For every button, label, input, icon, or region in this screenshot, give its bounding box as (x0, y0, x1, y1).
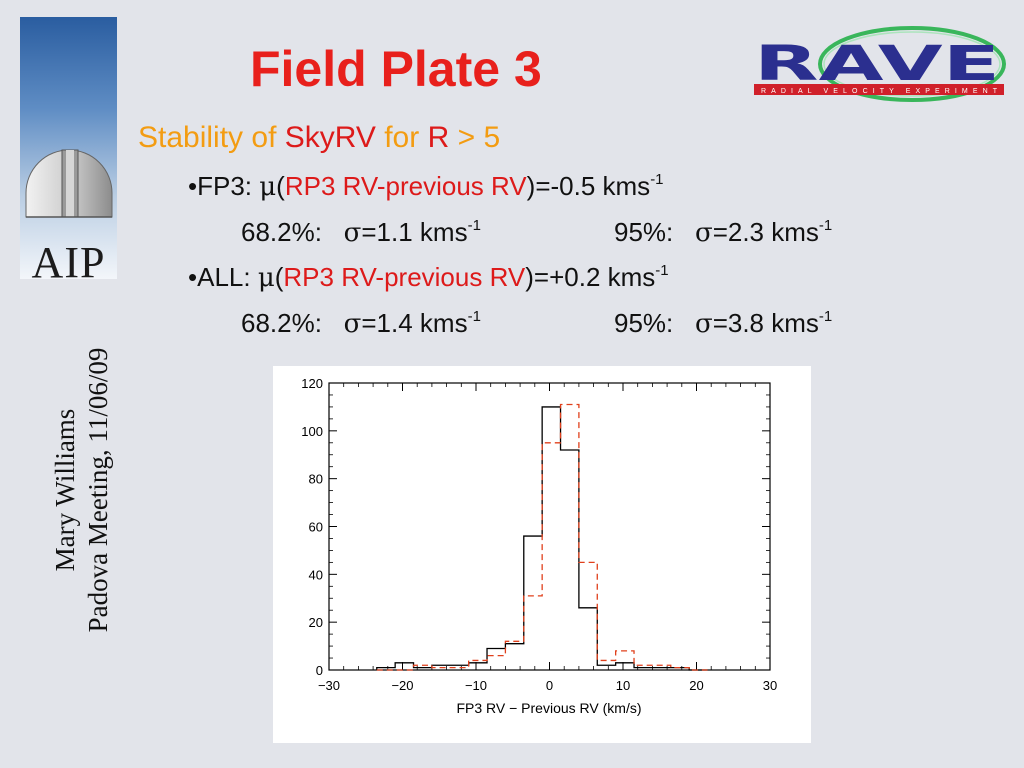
bullet-marker: • (188, 171, 198, 201)
x-tick-label: −20 (391, 678, 413, 693)
histogram-chart: −30 −20 −10 0 10 20 30 0 20 40 60 80 100 120 FP3 RV −… (273, 366, 811, 743)
slide-subtitle: Stability of SkyRV for R > 5 (138, 118, 500, 158)
y-tick-label: 0 (316, 663, 323, 678)
rv-expression: RP3 RV-previous RV (283, 262, 526, 292)
subtitle-text-3: > 5 (449, 121, 501, 154)
histogram-bin-dashed (487, 656, 505, 670)
histogram-series-solid (376, 406, 708, 671)
mu-symbol: μ (259, 172, 277, 202)
bullet-lead: FP3: (197, 171, 260, 201)
percent-label: 95%: (614, 217, 674, 247)
histogram-bin-dashed (671, 668, 689, 670)
stats-fp3-95: 95%: σ=2.3 kms-1 (614, 214, 832, 251)
histogram-bin-dashed (579, 562, 597, 670)
mu-symbol: μ (257, 263, 275, 293)
x-tick-label: 0 (546, 678, 553, 693)
histogram-bin-dashed (652, 665, 670, 670)
mean-value: )=+0.2 kms (525, 262, 656, 292)
bullet-all: •ALL: μ(RP3 RV-previous RV)=+0.2 kms-1 (188, 259, 669, 296)
y-tick-label: 120 (301, 376, 323, 391)
paren-open: ( (276, 171, 285, 201)
unit-exponent: -1 (650, 171, 664, 188)
percent-label: 68.2%: (241, 217, 322, 247)
subtitle-skyrv: SkyRV (284, 121, 376, 154)
rave-tagline: RADIAL VELOCITY EXPERIMENT (761, 88, 998, 95)
y-tick-label: 60 (309, 520, 323, 535)
meeting-date: Padova Meeting, 11/06/09 (83, 347, 113, 633)
x-tick-label: −30 (318, 678, 340, 693)
histogram-bin-dashed (616, 651, 634, 670)
sigma-symbol: σ (694, 309, 713, 339)
histogram-bin-dashed (450, 668, 468, 670)
sigma-symbol: σ (343, 309, 362, 339)
rv-expression: RP3 RV-previous RV (284, 171, 527, 201)
sigma-value: =3.8 kms (712, 308, 819, 338)
unit-exponent: -1 (818, 217, 833, 234)
histogram-bin-dashed (597, 660, 615, 670)
y-tick-label: 40 (309, 567, 323, 582)
x-tick-label: 20 (689, 678, 703, 693)
stats-fp3-68: 68.2%: σ=1.1 kms-1 (241, 214, 481, 251)
stats-all-68: 68.2%: σ=1.4 kms-1 (241, 305, 481, 342)
unit-exponent: -1 (467, 217, 481, 234)
bullet-fp3: •FP3: μ(RP3 RV-previous RV)=-0.5 kms-1 (188, 168, 664, 205)
sigma-value: =2.3 kms (712, 217, 819, 247)
rave-logo: RAVE RADIAL VELOCITY EXPERIMENT (754, 26, 1006, 102)
sigma-value: =1.4 kms (361, 308, 468, 338)
paren-open: ( (274, 262, 284, 292)
histogram-bin-dashed (505, 641, 523, 670)
aip-logo: AIP (20, 17, 117, 285)
histogram-bin-dashed (432, 668, 450, 670)
y-tick-label: 80 (309, 472, 323, 487)
subtitle-text-1: Stability of (138, 121, 285, 154)
author-name: Mary Williams (50, 408, 80, 572)
mean-value: )=-0.5 kms (526, 171, 651, 201)
percent-label: 68.2%: (241, 308, 322, 338)
subtitle-r: R (427, 121, 450, 154)
x-axis-label: FP3 RV − Previous RV (km/s) (456, 700, 641, 716)
histogram-bin-dashed (542, 443, 560, 670)
histogram-bin-dashed (414, 665, 432, 670)
subtitle-text-2: for (375, 121, 428, 154)
sigma-symbol: σ (694, 218, 713, 248)
unit-exponent: -1 (818, 308, 833, 325)
histogram-bin-dashed (469, 660, 487, 670)
x-tick-label: 10 (616, 678, 630, 693)
x-tick-label: −10 (465, 678, 487, 693)
bullet-lead: ALL: (197, 262, 258, 292)
unit-exponent: -1 (655, 262, 669, 279)
rave-swoosh-icon (818, 26, 1006, 102)
side-credit: Mary Williams Padova Meeting, 11/06/09 (49, 300, 115, 680)
y-tick-label: 20 (309, 615, 323, 630)
bullet-marker: • (188, 262, 198, 292)
observatory-dome-icon (25, 149, 113, 218)
percent-label: 95%: (614, 308, 674, 338)
slide-title: Field Plate 3 (250, 41, 542, 97)
histogram-bin-dashed (634, 665, 652, 670)
histogram-bin-dashed (524, 596, 542, 670)
aip-logo-text: AIP (31, 238, 106, 287)
histogram-bin-dashed (561, 405, 579, 670)
histogram-bin-solid (395, 663, 413, 670)
stats-all-95: 95%: σ=3.8 kms-1 (614, 305, 832, 342)
sigma-symbol: σ (343, 218, 362, 248)
unit-exponent: -1 (467, 308, 481, 325)
rave-logo-text: RAVE (754, 36, 1000, 92)
sigma-value: =1.1 kms (361, 217, 468, 247)
histogram-svg: −30 −20 −10 0 10 20 30 0 20 40 60 80 100 120 FP3 RV −… (301, 376, 777, 716)
y-tick-label: 100 (301, 424, 323, 439)
x-tick-label: 30 (763, 678, 777, 693)
